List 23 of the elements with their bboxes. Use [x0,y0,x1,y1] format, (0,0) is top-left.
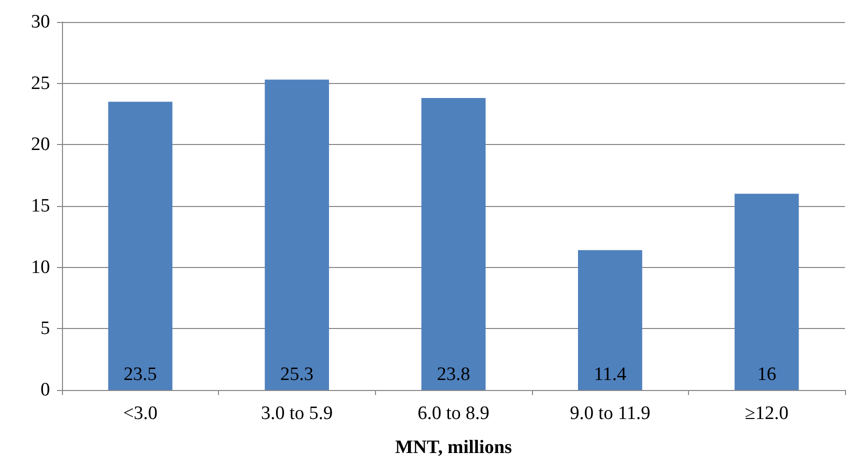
data-label: 25.3 [280,364,314,385]
bar [734,194,799,390]
y-tick-label: 20 [31,134,50,156]
y-tick-label: 5 [40,318,50,340]
data-label: 11.4 [594,364,627,385]
y-tick-label: 30 [31,12,50,32]
y-tick-label: 25 [31,72,50,94]
x-tick-label: 3.0 to 5.9 [261,403,333,424]
x-tick-label: ≥12.0 [744,403,789,424]
x-tick-label: <3.0 [123,403,158,424]
x-axis-title: MNT, millions [395,437,512,458]
data-label: 16 [757,364,776,385]
bar [578,250,642,390]
y-tick-label: 0 [40,380,50,400]
data-label: 23.5 [124,364,157,385]
bar [421,98,486,390]
bar [108,102,172,390]
bar [264,80,330,390]
x-tick-label: 6.0 to 8.9 [418,403,490,424]
data-label: 23.8 [436,364,470,385]
y-tick-label: 15 [31,196,50,216]
y-tick-label: 10 [31,256,50,278]
x-tick-label: 9.0 to 11.9 [570,403,650,424]
